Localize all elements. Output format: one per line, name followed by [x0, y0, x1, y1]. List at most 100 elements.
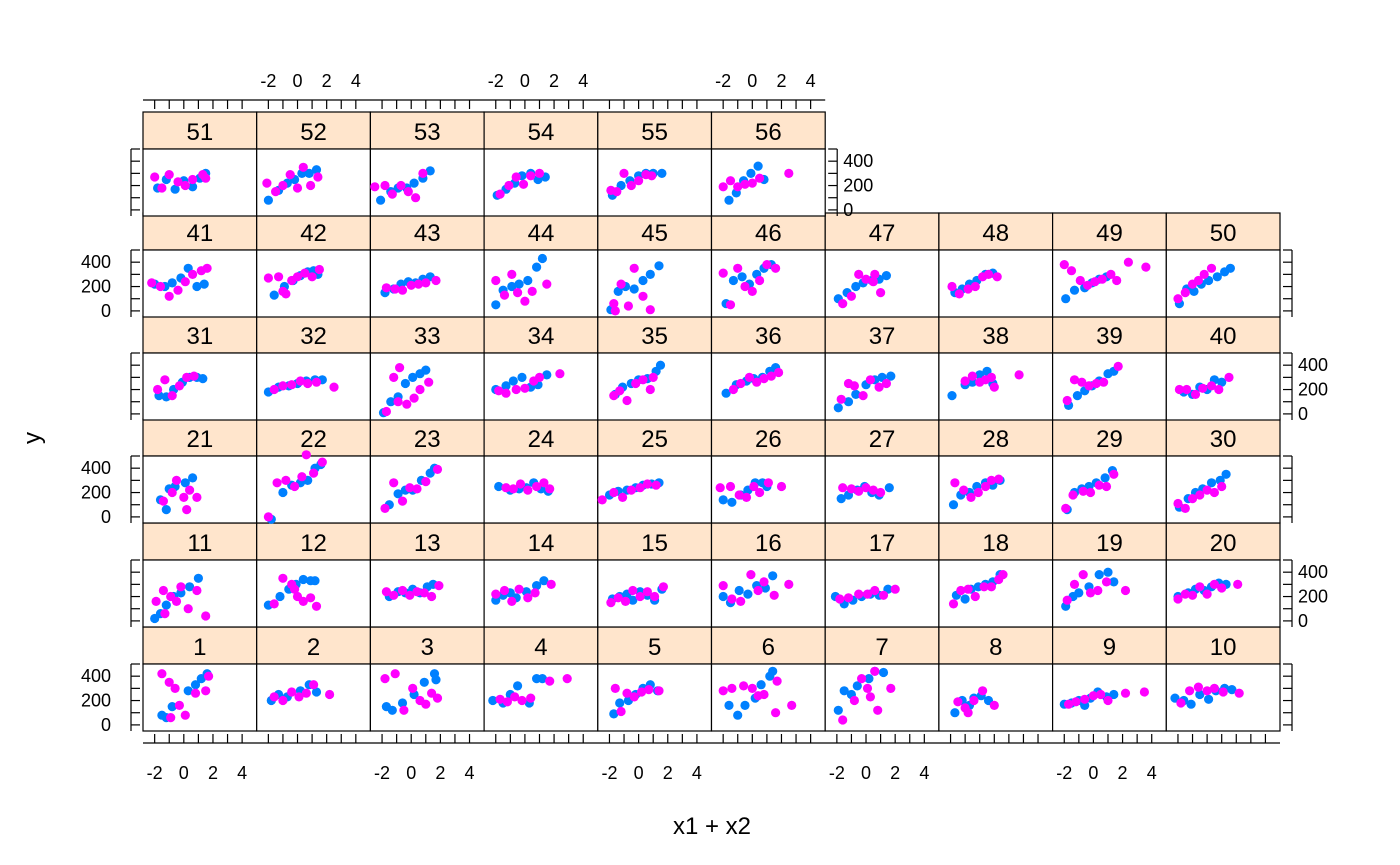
data-point [1199, 269, 1209, 279]
data-point [715, 483, 725, 493]
data-point [989, 382, 999, 392]
panel-29: 29 [1051, 418, 1167, 524]
panel-14: 14 [483, 522, 599, 628]
panel-10: 10 [1165, 626, 1281, 732]
tick-label: 2 [1118, 763, 1128, 783]
data-point [1097, 274, 1107, 284]
data-point [271, 187, 281, 197]
data-point [1209, 579, 1219, 590]
data-point [1221, 469, 1231, 479]
data-point [787, 700, 797, 711]
panel-23: 23 [369, 418, 485, 524]
data-point [1173, 294, 1183, 304]
data-point [408, 372, 418, 382]
data-point [741, 492, 752, 502]
panel-strip-label: 52 [300, 119, 327, 146]
panel-strip-label: 3 [421, 634, 434, 661]
data-point [854, 269, 864, 279]
data-point [501, 483, 511, 493]
data-point [734, 490, 744, 500]
panel-plot-area [1051, 352, 1167, 421]
tick-label: 2 [890, 763, 900, 783]
data-point [1069, 375, 1080, 385]
data-point [399, 705, 409, 715]
data-point [970, 281, 980, 292]
data-point [275, 591, 285, 602]
panel-19: 19 [1051, 522, 1167, 628]
data-point [387, 705, 397, 715]
data-point [518, 179, 529, 189]
data-point [609, 299, 619, 309]
data-point [1141, 262, 1151, 272]
panel-strip-label: 31 [186, 323, 213, 350]
data-point [182, 505, 192, 515]
data-point [954, 289, 964, 299]
data-point [733, 182, 743, 192]
data-point [956, 585, 966, 596]
data-point [986, 475, 997, 485]
data-point [1193, 275, 1203, 286]
data-point [527, 286, 537, 296]
panel-strip-label: 50 [1210, 220, 1237, 247]
panel-strip [1051, 626, 1167, 665]
data-point [370, 182, 380, 192]
data-point [158, 585, 168, 596]
data-point [878, 667, 889, 678]
data-point [314, 264, 324, 275]
panel-32: 32 [256, 315, 372, 421]
panel-plot-area [597, 148, 713, 217]
panel-38: 38 [938, 315, 1054, 421]
data-point [1195, 689, 1205, 700]
data-point [618, 492, 628, 502]
panel-45: 45 [597, 212, 713, 318]
panel-strip-label: 24 [528, 426, 555, 453]
tick-label: 400 [843, 151, 873, 171]
data-point [431, 675, 441, 685]
tick-label: 0 [293, 71, 303, 91]
panel-46: 46 [710, 212, 826, 318]
data-point [1185, 686, 1195, 696]
data-point [1206, 381, 1217, 391]
panel-56: 56 [710, 111, 826, 217]
tick-label: 0 [747, 71, 757, 91]
data-point [759, 577, 769, 587]
data-point [870, 666, 880, 676]
data-point [397, 285, 408, 295]
data-point [1202, 686, 1212, 696]
data-point [397, 496, 408, 506]
tick-label: 4 [806, 71, 816, 91]
data-point [1209, 487, 1219, 498]
data-point [629, 263, 639, 273]
data-point [759, 689, 769, 700]
data-point [1190, 389, 1201, 399]
data-point [274, 272, 284, 282]
data-point [737, 272, 747, 282]
data-point [202, 263, 212, 273]
data-point [376, 195, 386, 205]
data-point [298, 596, 308, 607]
data-point [301, 688, 311, 698]
panel-strip-label: 46 [755, 220, 782, 247]
data-point [523, 485, 533, 495]
data-point [642, 479, 653, 489]
data-point [192, 492, 202, 502]
panel-plot-area [710, 352, 826, 421]
data-point [838, 715, 848, 725]
data-point [532, 581, 542, 591]
panel-strip-label: 41 [186, 220, 213, 247]
data-point [298, 162, 308, 172]
data-point [973, 487, 983, 498]
panel-8: 8 [938, 626, 1054, 732]
data-point [517, 695, 527, 706]
data-point [1100, 473, 1110, 483]
data-point [610, 306, 620, 316]
data-point [393, 397, 403, 407]
data-point [1064, 699, 1074, 709]
data-point [658, 582, 669, 592]
panel-strip-label: 43 [414, 220, 441, 247]
tick-label: 4 [465, 763, 475, 783]
data-point [499, 290, 510, 300]
tick-label: 4 [692, 763, 702, 783]
data-point [198, 374, 208, 384]
